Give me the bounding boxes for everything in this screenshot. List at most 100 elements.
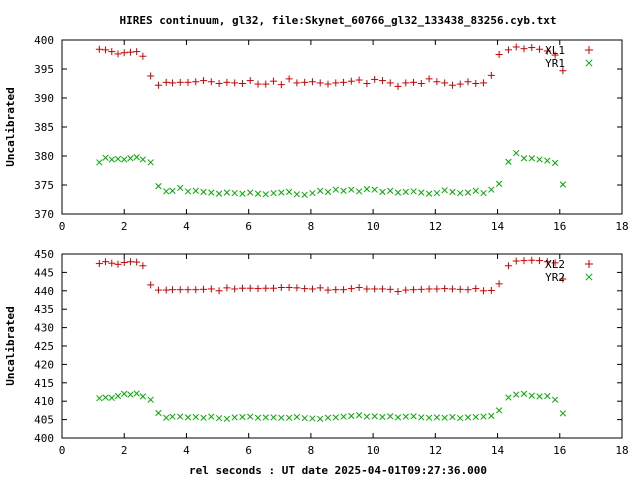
point-xl2-39 — [386, 285, 394, 293]
point-xl1-1 — [102, 46, 110, 54]
point-xl2-31 — [324, 286, 332, 294]
x-tick-label-0-2: 4 — [183, 220, 190, 233]
point-yr1-15-d2 — [200, 188, 207, 196]
point-yr1-45 — [433, 189, 441, 197]
point-yr1-42 — [410, 188, 417, 195]
point-yr1-7-d2 — [139, 156, 147, 163]
point-yr2-50-d2 — [472, 413, 479, 421]
point-yr1-58-d2 — [536, 156, 543, 163]
x-tick-label-1-6: 12 — [429, 444, 442, 457]
point-yr1-34 — [348, 186, 355, 193]
point-xl1-45 — [433, 78, 441, 86]
point-yr2-0-d2 — [96, 395, 103, 402]
point-xl1-29 — [308, 78, 316, 86]
point-yr1-46-d2 — [441, 187, 448, 194]
point-yr2-20-d2 — [239, 413, 246, 421]
point-xl1-54 — [504, 46, 512, 54]
point-yr1-57 — [528, 155, 535, 162]
point-yr1-29 — [309, 189, 316, 197]
plot-frame-0 — [61, 39, 623, 215]
point-xl1-5 — [126, 48, 134, 56]
point-yr1-55 — [513, 149, 520, 157]
point-yr2-19-d2 — [231, 414, 238, 421]
point-yr2-32 — [332, 414, 339, 421]
point-yr1-39 — [387, 187, 394, 194]
point-yr2-11-d2 — [169, 413, 176, 420]
point-yr2-2 — [108, 394, 115, 402]
point-yr1-5 — [127, 155, 134, 162]
point-yr1-52 — [488, 186, 495, 193]
point-yr1-39-d2 — [387, 187, 394, 194]
point-yr2-29 — [309, 415, 316, 422]
point-xl2-22 — [254, 285, 262, 293]
point-yr1-28-d2 — [301, 191, 308, 199]
y-tick-label-1-9: 445 — [34, 266, 54, 279]
x-tick-label-1-1: 2 — [121, 444, 128, 457]
point-yr2-34 — [348, 412, 355, 420]
point-xl2-34 — [347, 285, 355, 293]
point-yr2-2-d2 — [108, 394, 115, 402]
x-tick-label-0-6: 12 — [429, 220, 442, 233]
point-yr2-35-d2 — [355, 412, 363, 419]
x-tick-label-0-8: 16 — [553, 220, 566, 233]
point-yr1-9 — [155, 183, 162, 190]
point-xl2-43 — [417, 285, 425, 293]
point-yr1-29-d2 — [309, 189, 316, 197]
point-xl1-26 — [285, 75, 293, 83]
point-yr1-50-d2 — [472, 187, 479, 194]
point-yr1-12 — [177, 184, 184, 192]
point-yr1-21-d2 — [247, 189, 254, 196]
x-tick-label-0-3: 6 — [245, 220, 252, 233]
point-xl2-54 — [504, 262, 512, 270]
point-yr2-9-d2 — [155, 409, 162, 417]
point-yr2-40 — [394, 414, 402, 421]
point-yr2-22 — [254, 414, 262, 421]
point-yr1-44 — [425, 190, 433, 197]
y-tick-label-1-0: 400 — [34, 432, 54, 445]
x-tick-label-0-5: 10 — [366, 220, 379, 233]
point-yr1-11 — [169, 187, 176, 194]
point-yr1-1-d2 — [102, 154, 109, 161]
x-tick-label-1-2: 4 — [183, 444, 190, 457]
point-yr2-1-d2 — [102, 394, 109, 401]
point-yr2-56 — [520, 390, 528, 397]
point-xl2-7 — [139, 262, 147, 270]
point-yr2-14-d2 — [192, 413, 199, 421]
point-xl2-5 — [126, 258, 134, 266]
point-xl1-58 — [536, 45, 544, 53]
point-yr2-22-d2 — [254, 414, 262, 421]
y-axis-label-0: Uncalibrated — [4, 87, 17, 166]
point-yr2-52-d2 — [488, 412, 495, 420]
point-yr2-43-d2 — [418, 414, 425, 421]
point-yr2-29-d2 — [309, 415, 316, 422]
point-yr1-16 — [208, 189, 215, 196]
point-yr2-44 — [425, 414, 433, 421]
y-tick-label-0-1: 375 — [34, 179, 54, 192]
point-yr2-24-d2 — [270, 414, 277, 421]
point-yr1-6-d2 — [133, 154, 140, 161]
point-xl1-47 — [448, 81, 456, 89]
point-yr1-24-d2 — [270, 189, 277, 197]
point-yr1-46 — [441, 187, 448, 194]
point-xl2-30 — [316, 284, 324, 292]
point-yr2-52 — [488, 412, 495, 420]
point-xl2-47 — [448, 285, 456, 293]
point-yr1-30 — [317, 187, 324, 194]
point-xl1-41 — [402, 79, 410, 87]
point-xl2-42 — [410, 286, 418, 294]
point-xl1-61 — [559, 67, 567, 75]
point-yr1-35-d2 — [355, 188, 363, 195]
point-xl2-32 — [332, 286, 340, 294]
point-xl1-6 — [133, 48, 141, 56]
point-xl2-12 — [176, 286, 184, 294]
x-tick-label-1-5: 10 — [366, 444, 379, 457]
point-yr1-0 — [96, 159, 103, 166]
point-xl2-4 — [120, 258, 128, 266]
legend-label-xl1: XL1 — [545, 44, 565, 57]
point-yr1-13 — [184, 188, 192, 195]
point-yr1-21 — [247, 189, 254, 196]
point-xl2-33 — [340, 286, 348, 294]
point-yr2-7-d2 — [139, 393, 147, 400]
point-yr2-18-d2 — [223, 415, 231, 423]
point-yr2-59-d2 — [544, 392, 551, 400]
